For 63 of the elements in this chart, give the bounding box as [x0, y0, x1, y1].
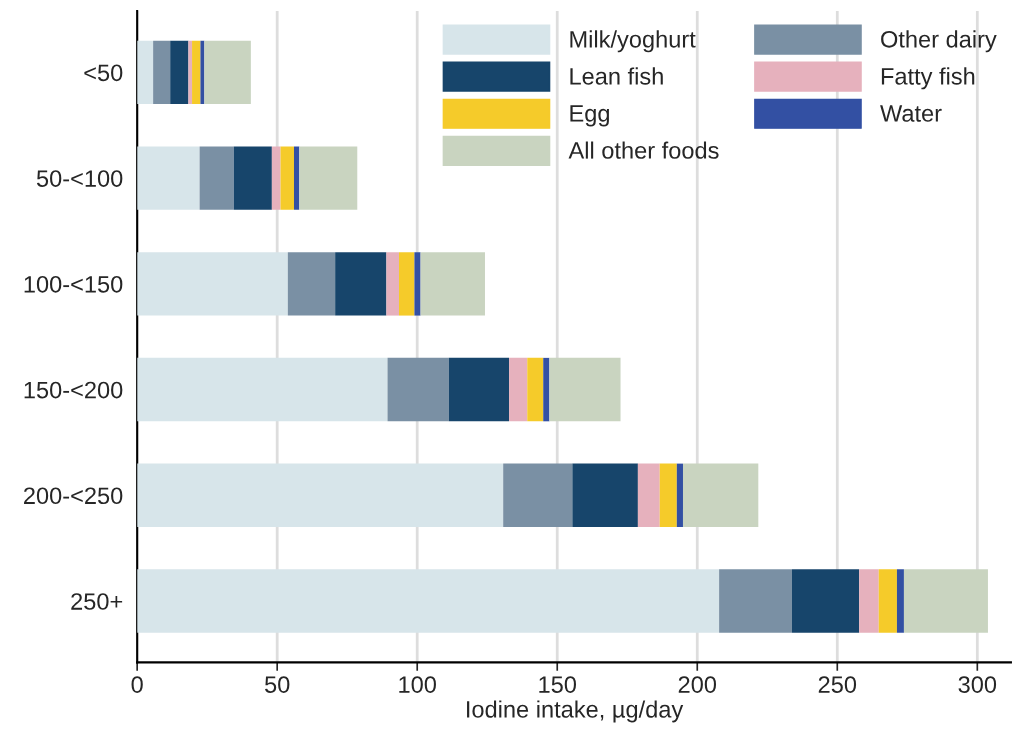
- bar: [676, 463, 683, 528]
- bar: [682, 463, 759, 528]
- y-tick-label: <50: [84, 64, 123, 82]
- x-tick-label: 100: [399, 676, 436, 693]
- bar: [387, 357, 449, 422]
- bar: [200, 40, 205, 105]
- bar: [137, 357, 388, 422]
- bar: [791, 569, 860, 633]
- legend-label: Other dairy: [881, 30, 997, 53]
- bar: [903, 569, 988, 633]
- bar: [719, 569, 792, 633]
- bar: [293, 146, 300, 210]
- bar: [637, 463, 660, 528]
- x-tick-label: 200: [678, 676, 717, 693]
- bar: [335, 252, 387, 316]
- y-tick-label: 200-<250: [24, 487, 123, 505]
- bar: [271, 146, 281, 210]
- bar: [527, 357, 544, 422]
- bar: [420, 252, 485, 316]
- bar: [204, 40, 251, 105]
- bar: [287, 252, 336, 316]
- legend-label: All other foods: [568, 141, 719, 159]
- bar: [137, 463, 504, 528]
- legend-label: Lean fish: [570, 67, 663, 85]
- bar: [386, 252, 400, 316]
- bar: [399, 252, 415, 316]
- bar: [414, 252, 421, 316]
- legend-label: Water: [880, 105, 942, 122]
- legend-label: Egg: [570, 105, 609, 127]
- y-tick-label: 150-<200: [24, 381, 123, 399]
- x-tick-label: 250: [818, 676, 857, 693]
- bar: [448, 357, 510, 422]
- x-tick-label: 300: [958, 676, 997, 693]
- y-tick-label: 50-<100: [36, 170, 123, 187]
- bar: [137, 40, 154, 105]
- y-tick-label: 250+: [71, 593, 123, 610]
- bar: [549, 357, 621, 422]
- bar: [509, 357, 528, 422]
- bar: [199, 146, 234, 210]
- bar: [153, 40, 171, 105]
- x-axis-title: Iodine intake, µg/day: [467, 700, 684, 723]
- x-tick-label: 0: [131, 676, 143, 693]
- bar: [233, 146, 272, 210]
- bar: [188, 40, 193, 105]
- y-tick-label: 100-<150: [24, 275, 123, 293]
- x-tick-label: 150: [539, 676, 577, 693]
- bar: [299, 146, 358, 210]
- bar: [170, 40, 189, 105]
- bar: [878, 569, 897, 633]
- bar: [280, 146, 294, 210]
- bar: [503, 463, 573, 528]
- x-tick-label: 50: [265, 676, 290, 693]
- bar: [659, 463, 677, 528]
- bar: [137, 146, 200, 210]
- bar: [137, 252, 288, 316]
- bar: [137, 569, 720, 633]
- bar: [543, 357, 550, 422]
- bar: [572, 463, 638, 528]
- bar: [859, 569, 879, 633]
- bar: [192, 40, 201, 105]
- legend-label: Milk/yoghurt: [570, 30, 696, 53]
- legend-label: Fatty fish: [881, 67, 975, 90]
- bar: [896, 569, 904, 633]
